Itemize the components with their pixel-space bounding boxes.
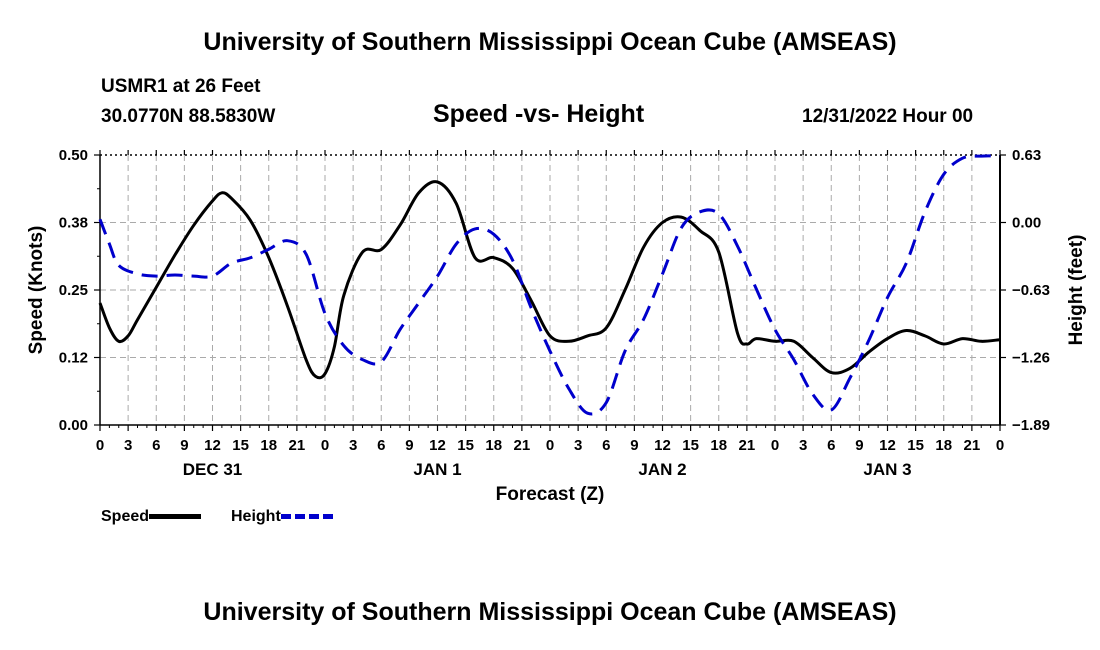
y-tick-label: 0.00 xyxy=(59,417,88,434)
y-tick-label: 0.12 xyxy=(59,350,88,367)
y2-tick-label: −0.63 xyxy=(1012,282,1050,299)
y-tick-label: 0.50 xyxy=(59,147,88,164)
x-tick-label: 0 xyxy=(996,437,1004,454)
x-tick-label: 6 xyxy=(377,437,385,454)
x-tick-label: 0 xyxy=(546,437,554,454)
x-tick-label: 6 xyxy=(602,437,610,454)
y2-axis-label: Height (feet) xyxy=(1066,235,1087,346)
x-tick-label: 3 xyxy=(349,437,357,454)
y-tick-label: 0.38 xyxy=(59,215,88,232)
x-tick-label: 15 xyxy=(457,437,474,454)
y-axis-label: Speed (Knots) xyxy=(26,226,47,355)
y2-tick-label: −1.89 xyxy=(1012,417,1050,434)
height-series-line xyxy=(98,154,1001,416)
x-tick-label: 12 xyxy=(879,437,896,454)
coordinates-label: 30.0770N 88.5830W xyxy=(101,106,276,127)
x-axis-label: Forecast (Z) xyxy=(496,484,605,505)
x-tick-label: 9 xyxy=(180,437,188,454)
x-tick-label: 18 xyxy=(710,437,727,454)
y2-tick-label: −1.26 xyxy=(1012,350,1050,367)
footer-title: University of Southern Mississippi Ocean… xyxy=(203,598,897,626)
x-tick-label: 3 xyxy=(574,437,582,454)
x-tick-label: 3 xyxy=(124,437,132,454)
legend-height: Height xyxy=(231,508,333,526)
legend-speed-label: Speed xyxy=(101,508,150,525)
x-tick-label: 15 xyxy=(907,437,924,454)
x-tick-label: 21 xyxy=(739,437,756,454)
legend-speed: Speed xyxy=(101,508,202,526)
x-tick-label: 21 xyxy=(964,437,981,454)
speed-series-line xyxy=(98,180,1001,380)
speed-height-chart: 0 3 6 9 12 15 18 21 0 3 6 9 12 15 18 21 0 3 6 9 12 15 18 21 0 3 6 9… xyxy=(26,147,1087,505)
x-tick-label: 12 xyxy=(654,437,671,454)
main-title: University of Southern Mississippi Ocean… xyxy=(203,28,897,56)
x-tick-label: 9 xyxy=(630,437,638,454)
x-tick-label: 18 xyxy=(935,437,952,454)
x-tick-label: 15 xyxy=(682,437,699,454)
x-tick-label: 3 xyxy=(799,437,807,454)
station-label: USMR1 at 26 Feet xyxy=(101,76,261,97)
x-tick-label: 12 xyxy=(204,437,221,454)
legend-speed-swatch xyxy=(149,514,202,520)
y-tick-label: 0.25 xyxy=(59,282,88,299)
legend-height-label: Height xyxy=(231,508,281,525)
x-tick-label: 0 xyxy=(96,437,104,454)
day-label: DEC 31 xyxy=(183,460,243,479)
x-tick-label: 21 xyxy=(289,437,306,454)
chart-title: Speed -vs- Height xyxy=(433,100,645,128)
x-tick-label: 21 xyxy=(514,437,531,454)
x-tick-label: 12 xyxy=(429,437,446,454)
x-tick-label: 18 xyxy=(485,437,502,454)
x-tick-label: 9 xyxy=(405,437,413,454)
x-tick-label: 6 xyxy=(827,437,835,454)
x-tick-label: 0 xyxy=(321,437,329,454)
forecast-datetime: 12/31/2022 Hour 00 xyxy=(802,106,974,127)
x-tick-label: 15 xyxy=(232,437,249,454)
day-label: JAN 2 xyxy=(638,460,686,479)
x-tick-label: 18 xyxy=(260,437,277,454)
legend-height-swatch xyxy=(280,514,333,520)
x-tick-label: 0 xyxy=(771,437,779,454)
day-label: JAN 3 xyxy=(863,460,911,479)
day-label: JAN 1 xyxy=(413,460,461,479)
x-tick-label: 9 xyxy=(855,437,863,454)
y2-tick-label: 0.00 xyxy=(1012,215,1041,232)
x-tick-label: 6 xyxy=(152,437,160,454)
y2-tick-label: 0.63 xyxy=(1012,147,1041,164)
